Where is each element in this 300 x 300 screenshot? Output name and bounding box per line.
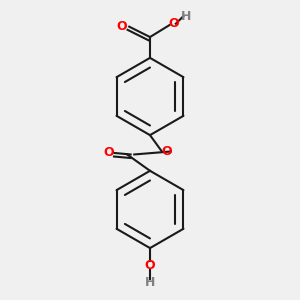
Text: O: O [169, 17, 179, 30]
Text: H: H [145, 276, 155, 289]
Text: O: O [103, 146, 114, 160]
Text: O: O [161, 145, 172, 158]
Text: O: O [145, 260, 155, 272]
Text: O: O [116, 20, 127, 33]
Text: H: H [181, 10, 191, 23]
